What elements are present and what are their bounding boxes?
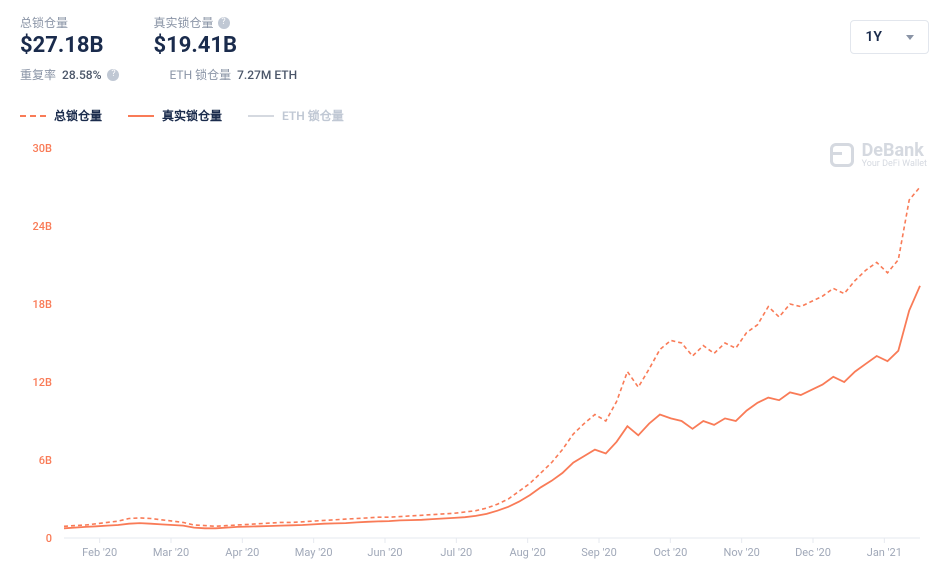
stat-total-tvl: 总锁仓量 $27.18B — [20, 14, 104, 58]
stat-real-tvl: 真实锁仓量 ? $19.41B — [154, 14, 238, 58]
legend-swatch-solid — [128, 115, 154, 117]
svg-text:12B: 12B — [33, 376, 53, 389]
period-selected: 1Y — [865, 29, 882, 45]
stat-eth-locked: ETH 锁仓量 7.27M ETH — [169, 66, 297, 83]
stat-dup-rate-label: 重复率 — [20, 66, 56, 83]
svg-text:Feb '20: Feb '20 — [82, 546, 117, 559]
legend-label-real: 真实锁仓量 — [162, 107, 222, 124]
svg-text:24B: 24B — [33, 220, 53, 233]
chart-svg: 0 6B 12B 18B 24B 30B Feb '20 Mar '20 Apr '20 May … — [20, 138, 929, 568]
svg-text:Jan '21: Jan '21 — [867, 546, 902, 559]
svg-text:Nov '20: Nov '20 — [723, 546, 759, 559]
svg-text:May '20: May '20 — [295, 546, 333, 559]
chevron-down-icon — [906, 35, 914, 40]
chart-area: DeBank Your DeFi Wallet 06B12B18B24B30BF… — [0, 128, 949, 568]
legend-swatch-gray — [248, 115, 274, 117]
svg-text:Dec '20: Dec '20 — [795, 546, 831, 559]
stats-subrow: 重复率 28.58% ? ETH 锁仓量 7.27M ETH — [0, 66, 949, 89]
help-icon[interactable]: ? — [107, 69, 119, 81]
legend-swatch-dashed — [20, 115, 46, 117]
stats-header: 总锁仓量 $27.18B 真实锁仓量 ? $19.41B 1Y — [0, 0, 949, 66]
svg-text:Aug '20: Aug '20 — [509, 546, 545, 559]
svg-text:Mar '20: Mar '20 — [153, 546, 189, 559]
svg-text:6B: 6B — [39, 454, 52, 467]
stat-eth-locked-value: 7.27M ETH — [237, 68, 297, 82]
legend-item-eth[interactable]: ETH 锁仓量 — [248, 107, 344, 124]
help-icon[interactable]: ? — [218, 17, 230, 29]
svg-text:Oct '20: Oct '20 — [653, 546, 687, 559]
svg-text:18B: 18B — [33, 298, 53, 311]
svg-text:0: 0 — [46, 532, 52, 545]
svg-text:Jun '20: Jun '20 — [367, 546, 402, 559]
legend-item-total[interactable]: 总锁仓量 — [20, 107, 102, 124]
svg-text:30B: 30B — [33, 142, 53, 155]
stat-real-tvl-value: $19.41B — [154, 33, 238, 58]
legend-label-eth: ETH 锁仓量 — [282, 107, 344, 124]
stat-eth-locked-label: ETH 锁仓量 — [169, 66, 231, 83]
stat-dup-rate-value: 28.58% — [62, 68, 101, 82]
period-dropdown[interactable]: 1Y — [850, 20, 929, 54]
legend-item-real[interactable]: 真实锁仓量 — [128, 107, 222, 124]
stat-total-tvl-label: 总锁仓量 — [20, 14, 104, 31]
svg-text:Sep '20: Sep '20 — [581, 546, 617, 559]
legend-label-total: 总锁仓量 — [54, 107, 102, 124]
stat-real-tvl-label: 真实锁仓量 ? — [154, 14, 238, 31]
chart-legend: 总锁仓量 真实锁仓量 ETH 锁仓量 — [0, 89, 949, 128]
svg-text:Apr '20: Apr '20 — [225, 546, 259, 559]
stat-real-tvl-label-text: 真实锁仓量 — [154, 14, 214, 31]
stat-total-tvl-value: $27.18B — [20, 33, 104, 58]
svg-text:Jul '20: Jul '20 — [440, 546, 472, 559]
stat-dup-rate: 重复率 28.58% ? — [20, 66, 119, 83]
